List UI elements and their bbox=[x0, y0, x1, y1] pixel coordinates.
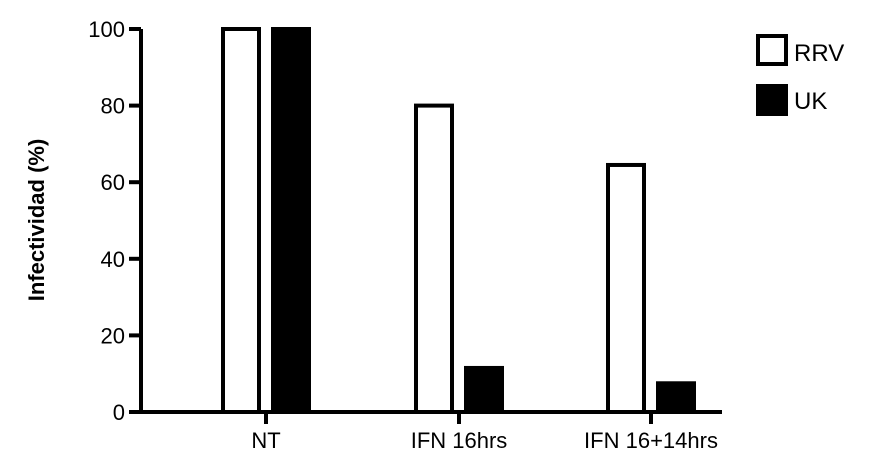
x-tick-label: IFN 16+14hrs bbox=[584, 428, 718, 453]
legend-label-rrv: RRV bbox=[794, 40, 844, 67]
bar-rrv bbox=[414, 103, 454, 414]
y-tick-label: 40 bbox=[101, 247, 125, 272]
bar-uk bbox=[271, 27, 311, 414]
y-tick-label: 100 bbox=[88, 17, 125, 42]
x-tick-label: NT bbox=[251, 428, 280, 453]
x-ticks: NT IFN 16hrs IFN 16+14hrs bbox=[251, 412, 718, 453]
bar-rrv bbox=[221, 27, 261, 414]
x-axis: NT IFN 16hrs IFN 16+14hrs bbox=[141, 410, 722, 453]
legend-swatch-uk bbox=[756, 84, 788, 116]
y-tick-label: 20 bbox=[101, 323, 125, 348]
legend-swatch-rrv bbox=[756, 34, 788, 66]
bar-uk bbox=[656, 381, 696, 414]
bars bbox=[221, 27, 696, 414]
legend: RRV UK bbox=[756, 34, 844, 116]
x-tick-label: IFN 16hrs bbox=[411, 428, 508, 453]
y-tick-label: 80 bbox=[101, 94, 125, 119]
y-tick-label: 60 bbox=[101, 170, 125, 195]
y-ticks: 0 20 40 60 80 100 bbox=[88, 17, 141, 425]
bar-uk bbox=[464, 365, 504, 414]
y-axis: 0 20 40 60 80 100 bbox=[88, 17, 143, 425]
y-tick-label: 0 bbox=[113, 400, 125, 425]
y-axis-label: Infectividad (%) bbox=[24, 139, 49, 302]
bar-rrv bbox=[606, 162, 646, 414]
legend-label-uk: UK bbox=[794, 88, 827, 115]
